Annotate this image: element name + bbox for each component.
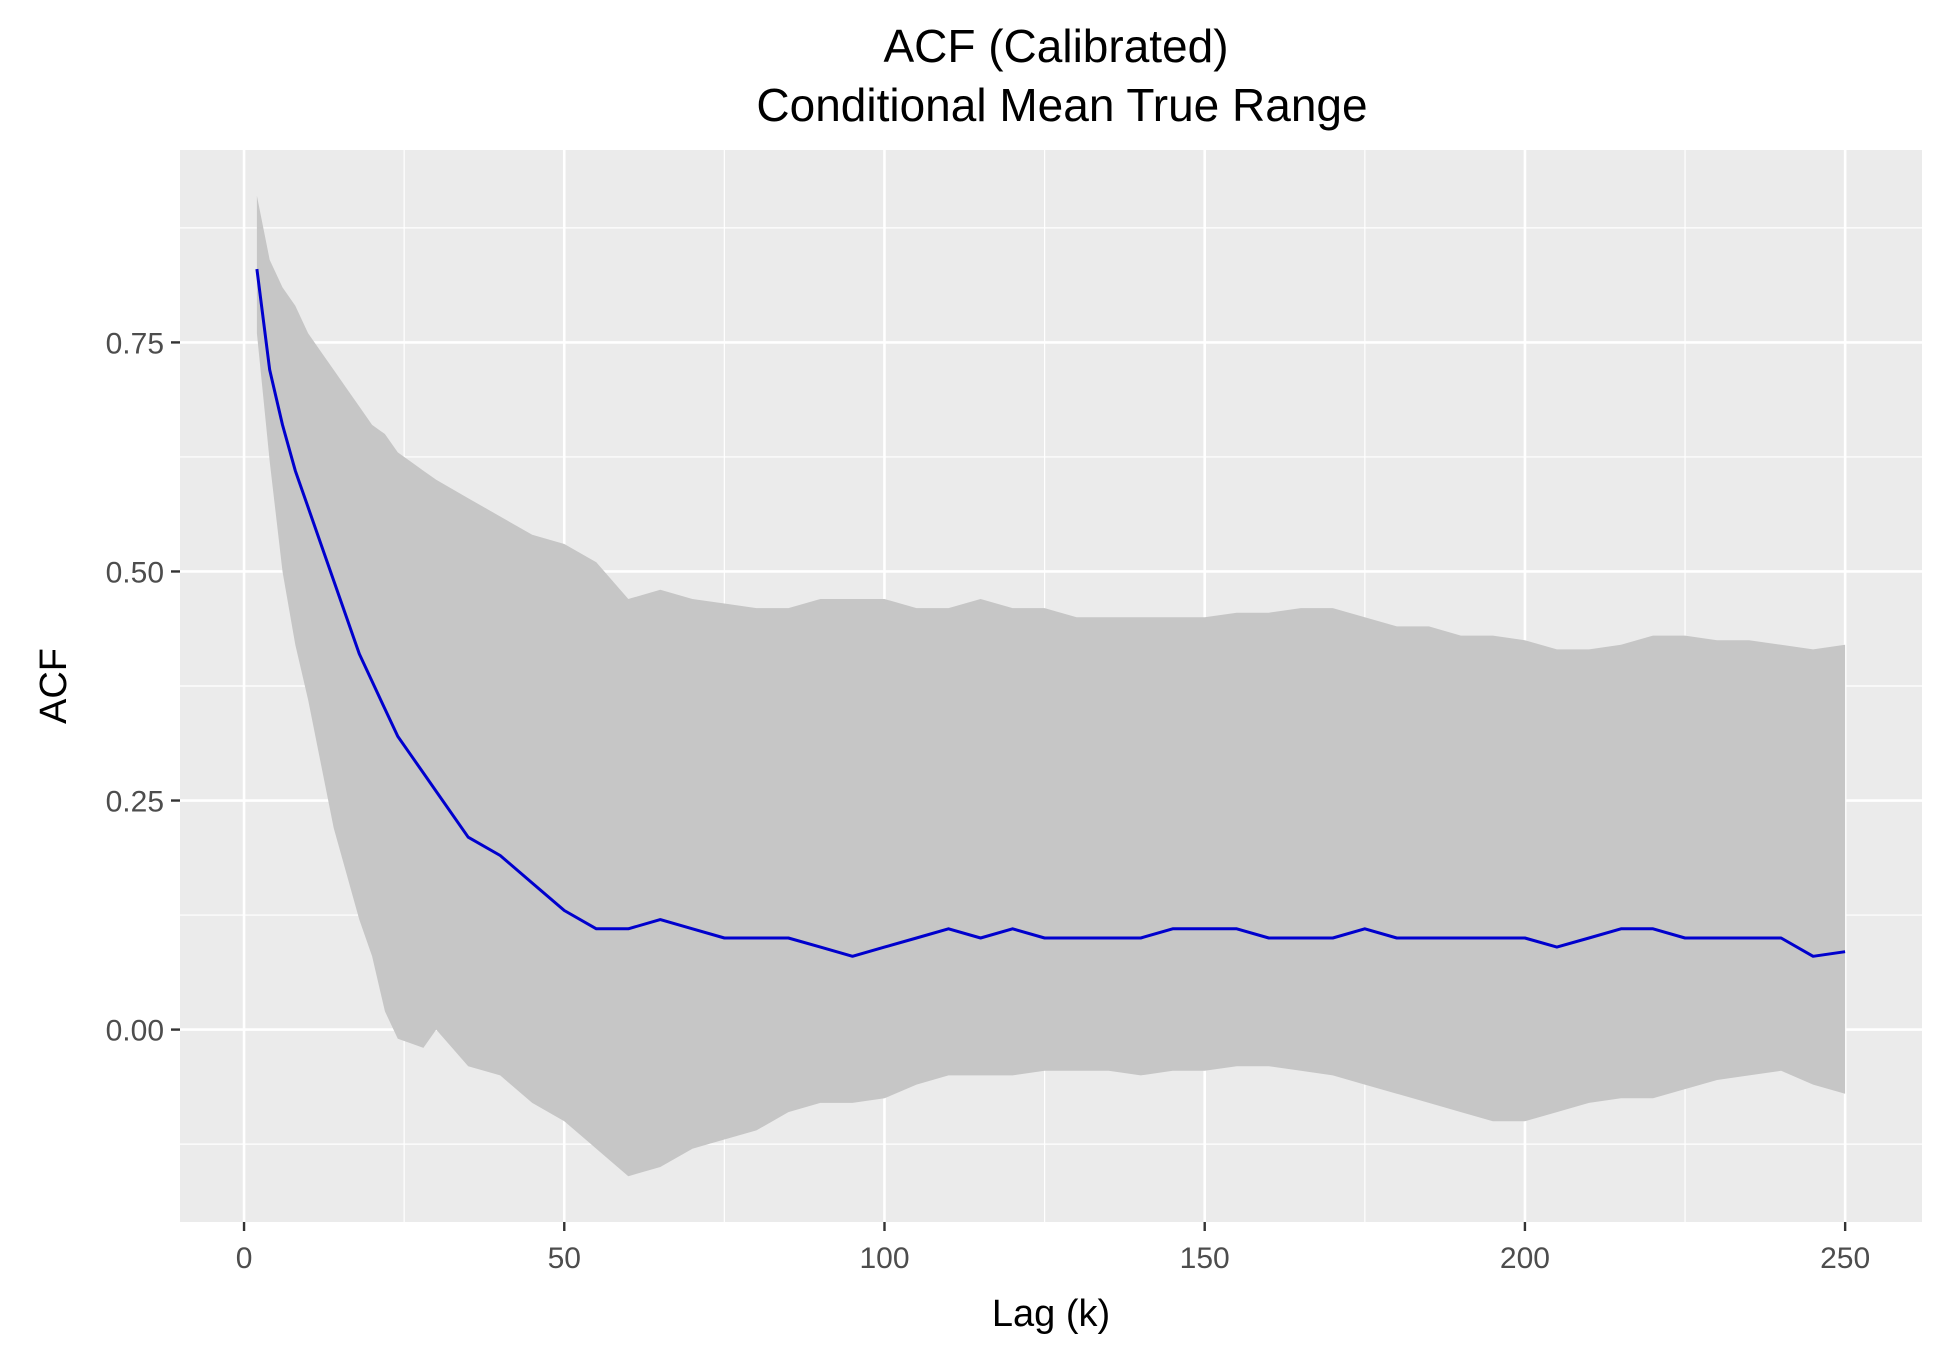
x-tick-label-1: 50 <box>548 1242 581 1275</box>
x-tick-label-3: 150 <box>1180 1242 1230 1275</box>
x-tick-label-5: 250 <box>1820 1242 1870 1275</box>
confidence-band <box>256 195 1846 1177</box>
x-tick-label-0: 0 <box>236 1242 253 1275</box>
y-axis: 0.00 0.25 0.50 0.75 <box>106 327 180 1048</box>
chart-subtitle: Conditional Mean True Range <box>756 79 1367 131</box>
y-tick-label-3: 0.75 <box>106 327 164 360</box>
x-tick-label-4: 200 <box>1500 1242 1550 1275</box>
y-axis-title: ACF <box>33 648 75 724</box>
y-tick-label-2: 0.50 <box>106 556 164 589</box>
acf-series-line <box>255 268 1846 958</box>
x-axis: 0 50 100 150 200 250 <box>236 1222 1870 1275</box>
y-tick-label-1: 0.25 <box>106 786 164 819</box>
chart-title: ACF (Calibrated) <box>883 20 1228 72</box>
y-tick-label-0: 0.00 <box>106 1015 164 1048</box>
x-tick-label-2: 100 <box>859 1242 909 1275</box>
x-axis-title: Lag (k) <box>992 1293 1110 1335</box>
